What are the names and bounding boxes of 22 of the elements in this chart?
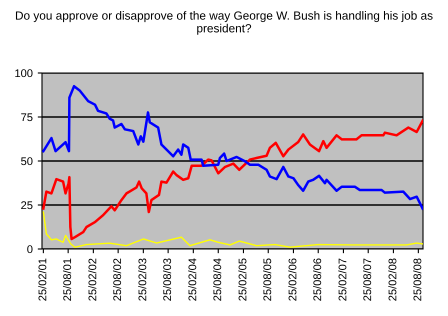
x-tick-label: 25/08/07 (363, 258, 372, 301)
x-tick-label: 25/08/04 (213, 258, 222, 301)
x-tick-label: 25/02/07 (338, 258, 346, 301)
x-tick-label: 25/08/06 (313, 258, 322, 301)
x-tick-label: 25/08/02 (112, 258, 122, 301)
x-tick-label: 25/02/08 (388, 258, 396, 301)
y-tick-label: 25 (21, 201, 33, 210)
x-tick-label: 25/08/08 (413, 258, 422, 301)
x-tick-label: 25/08/01 (62, 258, 72, 301)
x-tick-label: 25/02/03 (138, 258, 146, 301)
x-tick-label: 25/02/05 (238, 258, 246, 301)
x-tick-label: 25/02/01 (38, 258, 46, 301)
x-tick-label: 25/02/02 (88, 258, 96, 301)
x-tick-label: 25/08/05 (263, 258, 272, 301)
x-tick-label: 25/02/06 (288, 258, 296, 301)
y-tick-label: 50 (21, 157, 33, 166)
y-tick-label: 0 (27, 245, 33, 254)
y-tick-label: 100 (15, 69, 33, 78)
x-tick-label: 25/02/04 (188, 258, 196, 301)
chart-title: Do you approve or disapprove of the way George W. Bush is handling his job as president? (16, 11, 433, 35)
y-tick-label: 75 (21, 113, 33, 122)
x-tick-label: 25/08/03 (162, 258, 172, 301)
